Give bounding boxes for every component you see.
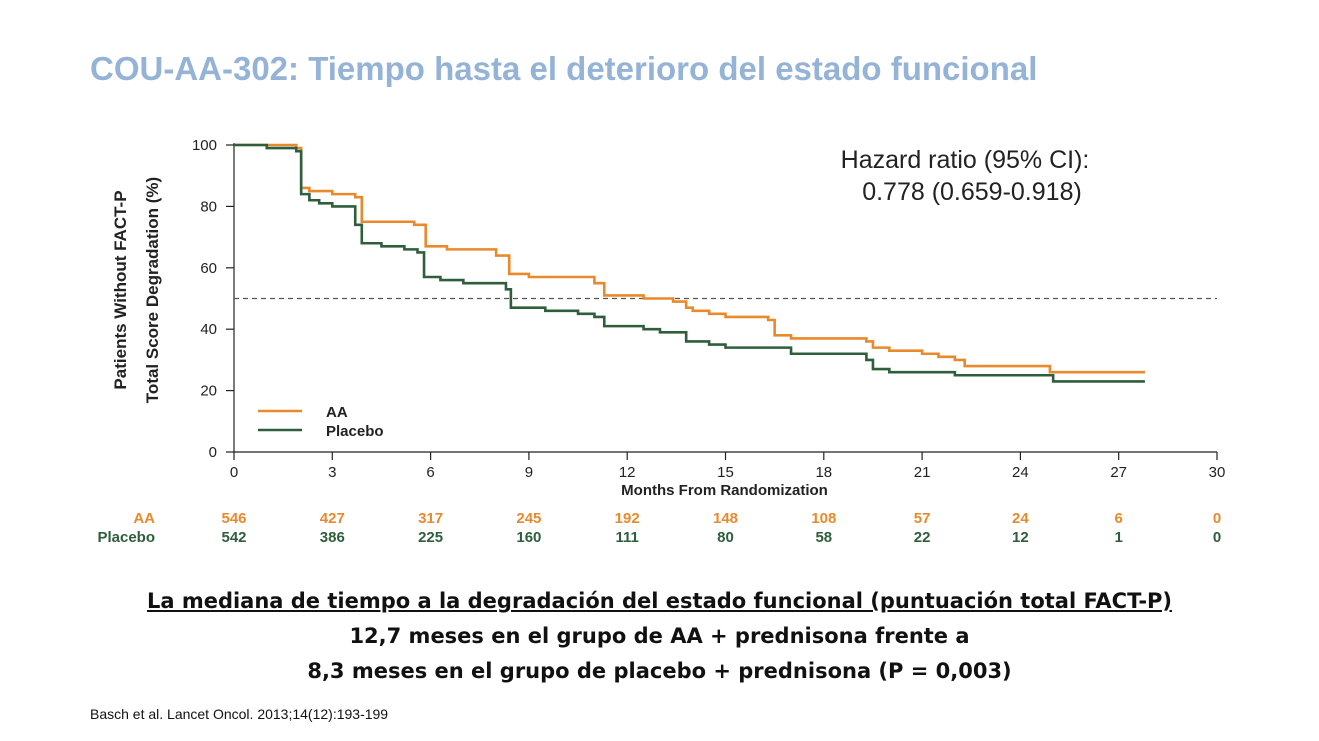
legend-label-placebo: Placebo bbox=[326, 423, 384, 440]
y-tick-label: 20 bbox=[200, 383, 217, 400]
risk-table-cell: 542 bbox=[221, 529, 246, 546]
km-curve-aa bbox=[234, 143, 1145, 374]
risk-table-cell: 245 bbox=[516, 510, 541, 527]
y-tick-label: 80 bbox=[200, 198, 217, 215]
y-axis-label-line1: Patients Without FACT-P bbox=[111, 190, 130, 389]
risk-table-cell: 108 bbox=[811, 510, 836, 527]
y-tick-label: 100 bbox=[192, 137, 217, 154]
x-tick-label: 3 bbox=[328, 464, 336, 481]
risk-table-cell: 1 bbox=[1115, 529, 1123, 546]
x-tick-label: 15 bbox=[717, 464, 734, 481]
risk-table-cell: 160 bbox=[516, 529, 541, 546]
km-curve-placebo bbox=[234, 143, 1145, 383]
x-tick-label: 12 bbox=[619, 464, 636, 481]
x-tick-label: 30 bbox=[1209, 464, 1226, 481]
slide-title: COU-AA-302: Tiempo hasta el deterioro de… bbox=[90, 50, 1038, 87]
x-tick-label: 18 bbox=[815, 464, 832, 481]
x-tick-label: 6 bbox=[426, 464, 434, 481]
risk-table-cell: 0 bbox=[1213, 529, 1221, 546]
risk-table-label-placebo: Placebo bbox=[97, 529, 155, 546]
citation: Basch et al. Lancet Oncol. 2013;14(12):1… bbox=[90, 706, 389, 722]
risk-table-cell: 80 bbox=[717, 529, 734, 546]
conclusion-placebo-median: 8,3 meses en el grupo de placebo + predn… bbox=[307, 659, 1012, 683]
risk-table-cell: 386 bbox=[320, 529, 345, 546]
risk-table-cell: 22 bbox=[914, 529, 931, 546]
conclusion-aa-median: 12,7 meses en el grupo de AA + prednison… bbox=[349, 624, 970, 648]
risk-table-cell: 6 bbox=[1115, 510, 1123, 527]
y-tick-label: 40 bbox=[200, 321, 217, 338]
x-tick-label: 24 bbox=[1012, 464, 1029, 481]
x-tick-label: 0 bbox=[230, 464, 238, 481]
x-tick-label: 21 bbox=[914, 464, 931, 481]
risk-table-cell: 546 bbox=[221, 510, 246, 527]
legend-label-aa: AA bbox=[326, 404, 348, 421]
y-axis-label-line2: Total Score Degradation (%) bbox=[143, 177, 162, 403]
risk-table-cell: 225 bbox=[418, 529, 443, 546]
risk-table-cell: 12 bbox=[1012, 529, 1029, 546]
x-tick-label: 9 bbox=[525, 464, 533, 481]
risk-table-cell: 192 bbox=[615, 510, 640, 527]
x-axis-label: Months From Randomization bbox=[621, 482, 828, 499]
y-tick-label: 0 bbox=[209, 444, 217, 461]
x-tick-label: 27 bbox=[1110, 464, 1127, 481]
risk-table-cell: 317 bbox=[418, 510, 443, 527]
conclusion-headline: La mediana de tiempo a la degradación de… bbox=[146, 589, 1173, 613]
risk-table-cell: 58 bbox=[815, 529, 832, 546]
y-tick-label: 60 bbox=[200, 260, 217, 277]
risk-table-cell: 111 bbox=[616, 529, 639, 546]
risk-table-cell: 24 bbox=[1012, 510, 1029, 527]
risk-table-cell: 0 bbox=[1213, 510, 1221, 527]
risk-table-label-aa: AA bbox=[133, 510, 155, 527]
hazard-ratio-value: 0.778 (0.659-0.918) bbox=[862, 178, 1082, 206]
risk-table-cell: 57 bbox=[914, 510, 931, 527]
hazard-ratio-label: Hazard ratio (95% CI): bbox=[841, 146, 1090, 174]
risk-table-cell: 427 bbox=[320, 510, 345, 527]
risk-table-cell: 148 bbox=[713, 510, 738, 527]
